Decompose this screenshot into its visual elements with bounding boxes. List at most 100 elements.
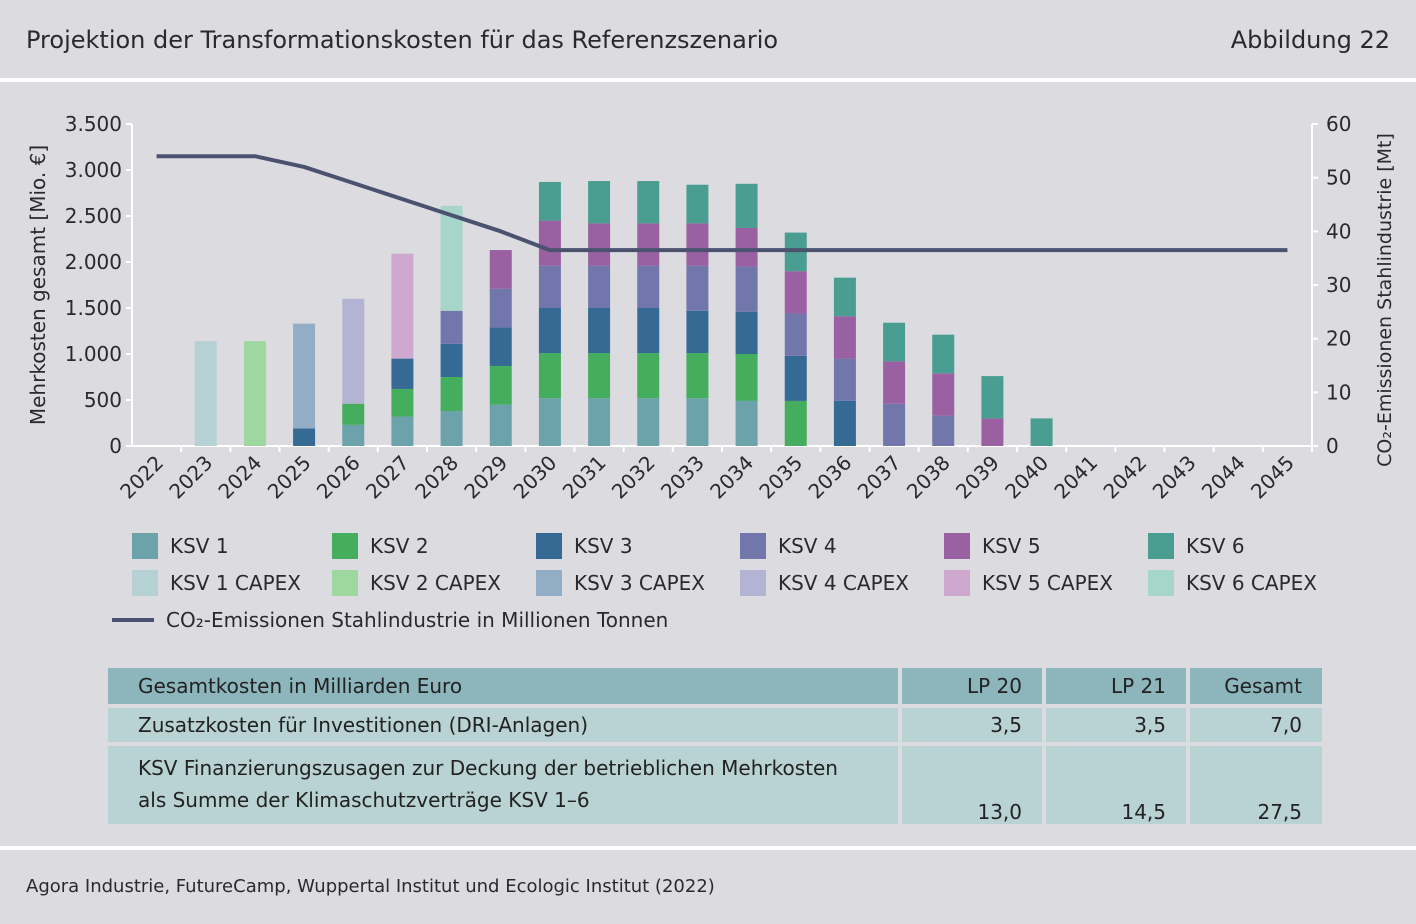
bar-segment bbox=[833, 316, 856, 359]
x-tick-label: 2039 bbox=[951, 451, 1004, 504]
x-tick-label: 2043 bbox=[1148, 451, 1201, 504]
y-tick-label: 1.000 bbox=[65, 342, 122, 366]
legend-label: KSV 2 bbox=[370, 534, 429, 558]
bar-segment bbox=[833, 400, 856, 446]
bar-segment bbox=[686, 184, 709, 224]
bar-segment bbox=[932, 334, 955, 374]
table-header: LP 21 bbox=[1044, 668, 1190, 708]
y-tick-label: 0 bbox=[109, 434, 122, 458]
bar-segment bbox=[342, 424, 365, 446]
table-header-row: Gesamtkosten in Milliarden Euro LP 20 LP… bbox=[108, 668, 1322, 708]
bar-segment bbox=[489, 327, 512, 366]
legend-swatch bbox=[740, 570, 766, 596]
legend-line-swatch bbox=[112, 618, 154, 622]
x-tick-label: 2027 bbox=[361, 451, 414, 504]
bar-segment bbox=[883, 403, 906, 446]
x-tick-label: 2025 bbox=[263, 451, 316, 504]
x-tick-label: 2044 bbox=[1197, 451, 1250, 504]
bar-segment bbox=[686, 265, 709, 311]
legend-label: CO₂-Emissionen Stahlindustrie in Million… bbox=[166, 608, 669, 632]
header: Projektion der Transformationskosten für… bbox=[0, 0, 1416, 78]
y-axis-label: Mehrkosten gesamt [Mio. €] bbox=[26, 145, 50, 425]
bar-segment bbox=[1030, 418, 1053, 446]
chart-title: Projektion der Transformationskosten für… bbox=[26, 26, 779, 54]
bar-segment bbox=[489, 365, 512, 405]
y2-tick-label: 50 bbox=[1326, 166, 1351, 190]
legend-swatch bbox=[1148, 533, 1174, 559]
bar-segment bbox=[588, 308, 611, 354]
legend-item: KSV 2 bbox=[332, 532, 429, 560]
summary-table: Gesamtkosten in Milliarden Euro LP 20 LP… bbox=[108, 668, 1322, 828]
bar-segment bbox=[588, 265, 611, 308]
bar-segment bbox=[883, 322, 906, 362]
bar-segment bbox=[194, 341, 217, 446]
table-cell: Zusatzkosten für Investitionen (DRI-Anla… bbox=[108, 706, 902, 746]
bar-segment bbox=[637, 353, 660, 399]
y-tick-label: 2.500 bbox=[65, 204, 122, 228]
x-tick-label: 2026 bbox=[312, 451, 365, 504]
legend-swatch bbox=[944, 570, 970, 596]
legend-label: KSV 1 bbox=[170, 534, 229, 558]
table-cell: 3,5 bbox=[900, 706, 1046, 746]
bar-segment bbox=[489, 250, 512, 289]
bar-segment bbox=[637, 308, 660, 354]
legend-label: KSV 4 bbox=[778, 534, 837, 558]
bar-segment bbox=[637, 223, 660, 266]
bar-segment bbox=[342, 298, 365, 404]
table-header: LP 20 bbox=[900, 668, 1046, 708]
bar-segment bbox=[637, 265, 660, 308]
bar-segment bbox=[981, 418, 1004, 446]
table-cell: KSV Finanzierungszusagen zur Deckung der… bbox=[108, 744, 902, 828]
bar-segment bbox=[293, 323, 316, 429]
bar-segment bbox=[588, 398, 611, 446]
x-tick-label: 2033 bbox=[656, 451, 709, 504]
x-tick-label: 2032 bbox=[607, 451, 660, 504]
bar-segment bbox=[538, 398, 561, 446]
bar-segment bbox=[588, 223, 611, 266]
x-tick-label: 2040 bbox=[1000, 451, 1053, 504]
divider-bottom bbox=[0, 846, 1416, 850]
x-tick-label: 2041 bbox=[1049, 451, 1102, 504]
bar-segment bbox=[735, 183, 758, 228]
bar-segment bbox=[342, 403, 365, 425]
bar-segment bbox=[489, 404, 512, 446]
legend-item: KSV 3 CAPEX bbox=[536, 569, 705, 597]
bar-segment bbox=[243, 341, 266, 446]
y2-tick-label: 0 bbox=[1326, 434, 1339, 458]
bar-segment bbox=[735, 227, 758, 267]
legend-item: KSV 4 CAPEX bbox=[740, 569, 909, 597]
table-cell-line: KSV Finanzierungszusagen zur Deckung der… bbox=[138, 756, 838, 780]
bar-segment bbox=[784, 400, 807, 446]
bar-segment bbox=[538, 220, 561, 266]
table-cell: 3,5 bbox=[1044, 706, 1190, 746]
legend-swatch bbox=[132, 570, 158, 596]
bar-segment bbox=[686, 310, 709, 354]
x-tick-label: 2031 bbox=[558, 451, 611, 504]
bar-segment bbox=[735, 400, 758, 446]
table-cell: 13,0 bbox=[900, 744, 1046, 828]
bar-segment bbox=[440, 411, 463, 446]
table-header: Gesamt bbox=[1188, 668, 1322, 708]
table-cell: 7,0 bbox=[1188, 706, 1322, 746]
legend-swatch bbox=[132, 533, 158, 559]
legend-label: KSV 3 CAPEX bbox=[574, 571, 705, 595]
bar-segment bbox=[833, 277, 856, 317]
co2-line bbox=[156, 154, 1288, 253]
y-tick-label: 1.500 bbox=[65, 296, 122, 320]
table-cell-line: als Summe der Klimaschutzverträge KSV 1–… bbox=[138, 788, 590, 812]
x-tick-label: 2028 bbox=[410, 451, 463, 504]
bar-segment bbox=[686, 353, 709, 399]
bar-segment bbox=[293, 428, 316, 446]
bar-segment bbox=[981, 376, 1004, 419]
legend-label: KSV 5 CAPEX bbox=[982, 571, 1113, 595]
legend-item: KSV 3 bbox=[536, 532, 633, 560]
bar-segment bbox=[932, 373, 955, 416]
legend-item-co2: CO₂-Emissionen Stahlindustrie in Million… bbox=[112, 606, 668, 634]
bar-segment bbox=[440, 377, 463, 412]
bar-segment bbox=[391, 388, 414, 417]
legend-swatch bbox=[536, 570, 562, 596]
bar-segment bbox=[538, 308, 561, 354]
legend-label: KSV 5 bbox=[982, 534, 1041, 558]
y-tick-label: 3.000 bbox=[65, 158, 122, 182]
bar-segment bbox=[391, 358, 414, 389]
